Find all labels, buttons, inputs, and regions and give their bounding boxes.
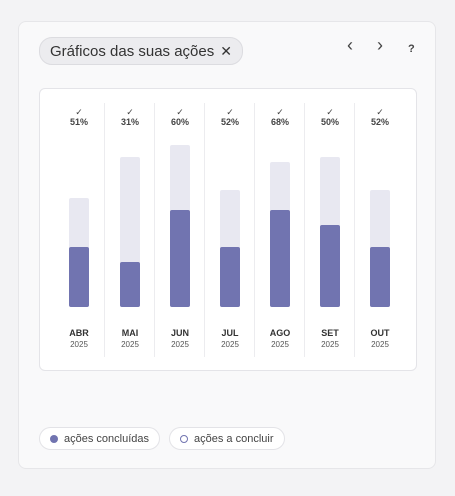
- percent-label: 51%: [69, 117, 88, 127]
- check-icon: ✓: [126, 107, 134, 117]
- bar-completed[interactable]: [170, 209, 190, 307]
- close-icon[interactable]: ✕: [220, 42, 232, 59]
- legend-label: ações a concluir: [194, 432, 274, 445]
- bar-completed[interactable]: [220, 247, 240, 307]
- year-label: 2025: [221, 340, 239, 349]
- chart-column: ✓ 51% ABR 2025: [54, 103, 104, 357]
- chart-column: ✓ 31% MAI 2025: [104, 103, 155, 357]
- percent-label: 50%: [320, 117, 339, 127]
- chart-card: Gráficos das suas ações ✕ ‹ › ? ✓ 51% ABR 2…: [18, 21, 436, 469]
- month-label: OUT: [370, 328, 390, 338]
- chevron-right-icon[interactable]: ›: [377, 35, 383, 55]
- check-icon: ✓: [176, 107, 184, 117]
- year-label: 2025: [121, 340, 139, 349]
- year-label: 2025: [70, 340, 88, 349]
- legend-dot-empty-icon: [180, 434, 188, 443]
- month-label: JUL: [221, 328, 239, 338]
- month-label: AGO: [269, 328, 291, 338]
- year-label: 2025: [171, 340, 189, 349]
- check-icon: ✓: [75, 107, 83, 117]
- check-icon: ✓: [326, 107, 334, 117]
- percent-label: 68%: [270, 117, 289, 127]
- month-label: JUN: [170, 328, 189, 338]
- month-label: ABR: [69, 328, 89, 338]
- chart-column: ✓ 52% OUT 2025: [354, 103, 405, 357]
- legend-item-concluidas[interactable]: ações concluídas: [39, 427, 160, 450]
- year-label: 2025: [371, 340, 389, 349]
- bar-completed[interactable]: [120, 262, 140, 307]
- legend-label: ações concluídas: [64, 432, 149, 445]
- bar-completed[interactable]: [320, 224, 340, 307]
- bar-completed[interactable]: [69, 247, 89, 307]
- title-chip: Gráficos das suas ações ✕: [39, 37, 243, 65]
- bar-completed[interactable]: [270, 209, 290, 307]
- year-label: 2025: [321, 340, 339, 349]
- help-icon[interactable]: ?: [408, 43, 415, 55]
- percent-label: 60%: [170, 117, 189, 127]
- check-icon: ✓: [226, 107, 234, 117]
- bar-chart: ✓ 51% ABR 2025 ✓ 31% MAI 2025 ✓ 60% JUN 2025 ✓ 52% JUL…: [39, 88, 417, 371]
- chart-column: ✓ 60% JUN 2025: [154, 103, 205, 357]
- year-label: 2025: [271, 340, 289, 349]
- percent-label: 31%: [120, 117, 139, 127]
- legend-dot-filled-icon: [50, 434, 58, 443]
- chart-column: ✓ 50% SET 2025: [304, 103, 355, 357]
- month-label: SET: [321, 328, 339, 338]
- month-label: MAI: [121, 328, 139, 338]
- chart-title: Gráficos das suas ações: [50, 42, 215, 60]
- bar-completed[interactable]: [370, 247, 390, 307]
- chart-column: ✓ 52% JUL 2025: [204, 103, 255, 357]
- legend-item-a-concluir[interactable]: ações a concluir: [169, 427, 285, 450]
- check-icon: ✓: [376, 107, 384, 117]
- check-icon: ✓: [276, 107, 284, 117]
- chevron-left-icon[interactable]: ‹: [347, 35, 353, 55]
- percent-label: 52%: [370, 117, 389, 127]
- chart-column: ✓ 68% AGO 2025: [254, 103, 305, 357]
- percent-label: 52%: [220, 117, 239, 127]
